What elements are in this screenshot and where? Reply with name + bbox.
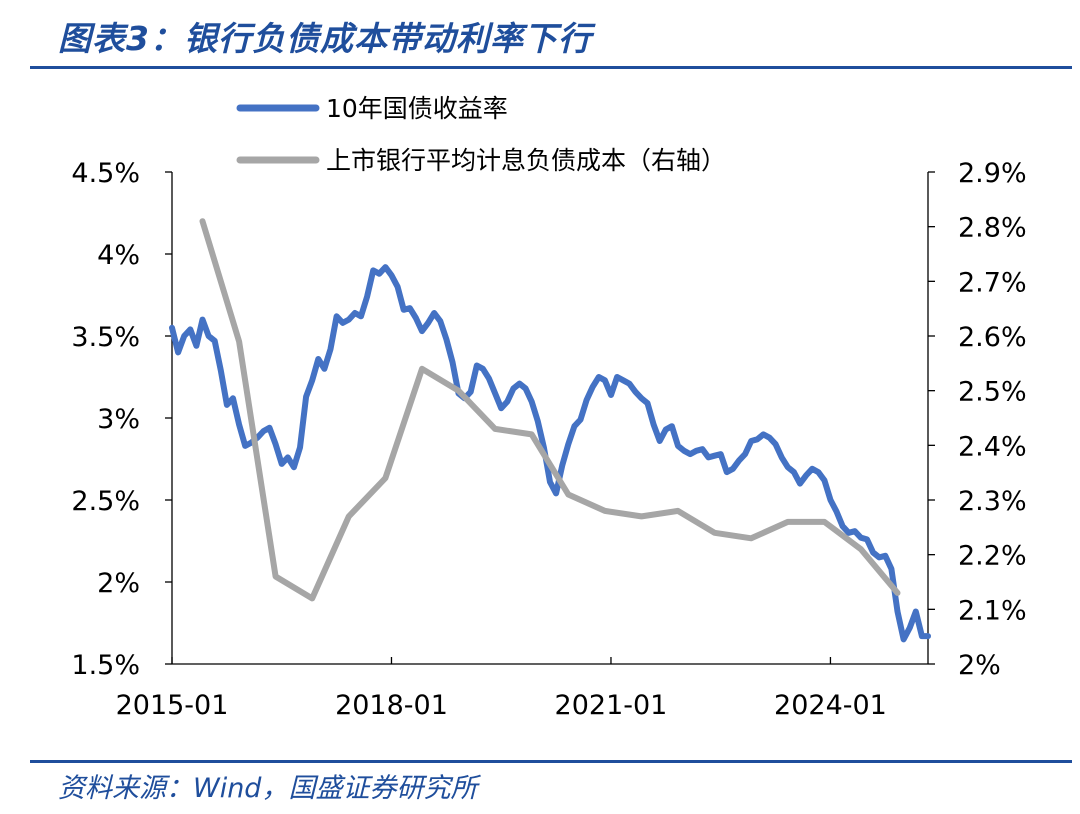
legend-label: 10年国债收益率 — [326, 94, 508, 123]
series-line-10y-bond-yield — [169, 264, 931, 643]
right-y-tick-label: 2.1% — [958, 595, 1027, 626]
axes: 1.5% 2% 2.5% 3% 3.5% 4% 4.5% 2% 2.1% 2.2% 2.3% 2.4%… — [71, 158, 1026, 721]
left-y-tick-label: 4% — [97, 240, 140, 271]
left-y-tick-label: 2% — [97, 568, 140, 599]
right-y-tick-label: 2.6% — [958, 322, 1027, 353]
line-chart: 1.5% 2% 2.5% 3% 3.5% 4% 4.5% 2% 2.1% 2.2% 2.3% 2.4%… — [71, 94, 1026, 721]
left-y-tick-label: 3.5% — [71, 322, 140, 353]
right-y-tick-label: 2.3% — [958, 486, 1027, 517]
figure-title: 图表3：银行负债成本带动利率下行 — [58, 19, 592, 58]
right-y-tick-label: 2.7% — [958, 267, 1027, 298]
right-y-tick-label: 2.2% — [958, 541, 1027, 572]
x-tick-label: 2021-01 — [555, 690, 668, 721]
header-divider — [30, 66, 1072, 69]
legend-label: 上市银行平均计息负债成本（右轴） — [326, 146, 726, 175]
x-tick-label: 2018-01 — [335, 690, 448, 721]
series-line-bank-liability-cost — [199, 218, 901, 602]
x-tick-label: 2015-01 — [116, 690, 229, 721]
left-y-tick-label: 1.5% — [71, 650, 140, 681]
left-y-tick-label: 2.5% — [71, 486, 140, 517]
right-y-tick-label: 2% — [958, 650, 1001, 681]
left-y-tick-label: 3% — [97, 404, 140, 435]
source-note: 资料来源：Wind，国盛证券研究所 — [58, 773, 478, 804]
left-y-tick-label: 4.5% — [71, 158, 140, 189]
series-lines — [169, 218, 931, 643]
right-y-tick-label: 2.4% — [958, 431, 1027, 462]
right-y-tick-label: 2.8% — [958, 213, 1027, 244]
right-y-tick-label: 2.5% — [958, 377, 1027, 408]
footer-divider — [30, 760, 1072, 763]
x-tick-label: 2024-01 — [774, 690, 887, 721]
right-y-tick-label: 2.9% — [958, 158, 1027, 189]
